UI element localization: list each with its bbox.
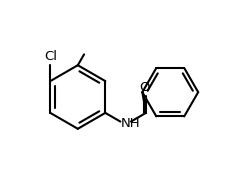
Text: Cl: Cl (44, 50, 57, 63)
Text: NH: NH (121, 117, 141, 130)
Text: O: O (140, 81, 150, 94)
